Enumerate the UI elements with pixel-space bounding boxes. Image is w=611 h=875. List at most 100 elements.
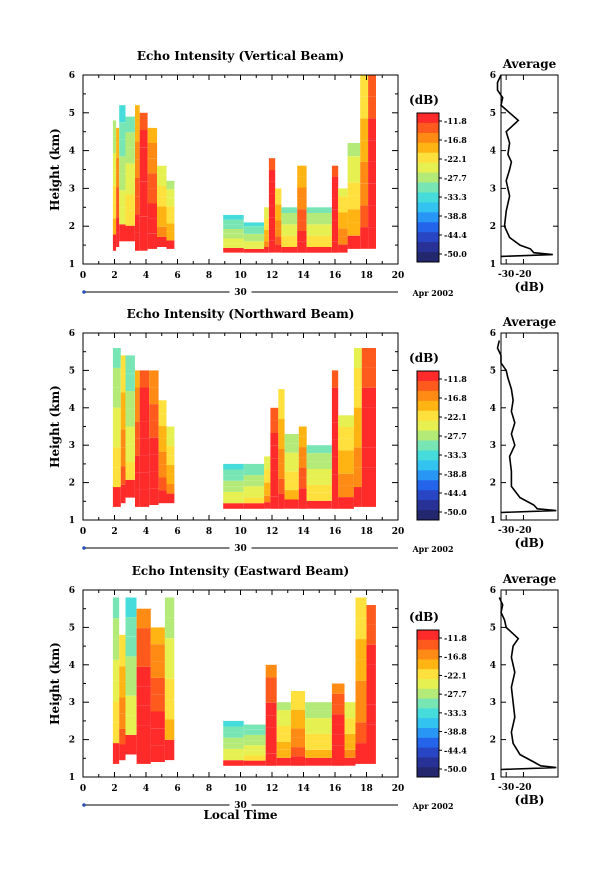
echo-cell [298, 457, 307, 468]
colorbar-swatch [417, 490, 439, 501]
colorbar-tick-label: -16.8 [444, 135, 467, 145]
echo-cell [360, 183, 369, 206]
colorbar-swatch [417, 410, 439, 422]
echo-cell [136, 725, 151, 745]
echo-cell [112, 348, 121, 368]
average-y-tick-label: 2 [490, 736, 496, 746]
colorbar-frame [416, 370, 440, 521]
y-tick-label: 5 [69, 366, 75, 376]
echo-cell [166, 493, 175, 504]
echo-cell [355, 701, 367, 723]
average-x-tick-label: -20 [515, 270, 531, 280]
echo-cell [223, 497, 244, 504]
echo-cell [344, 734, 356, 742]
echo-cell [158, 490, 167, 504]
echo-cell [139, 387, 150, 405]
echo-cell [157, 196, 167, 207]
echo-cell [135, 438, 140, 456]
echo-cell [150, 728, 165, 746]
average-y-tick-label: 1 [490, 516, 496, 526]
colorbar-swatch [417, 132, 439, 144]
echo-cell [265, 690, 277, 703]
x-tick-label: 0 [80, 271, 86, 281]
echo-heatmap [112, 597, 376, 766]
echo-cell [164, 597, 175, 618]
echo-cell [331, 439, 339, 457]
echo-cell [166, 455, 175, 465]
echo-cell [344, 726, 356, 734]
echo-cell [166, 180, 175, 190]
echo-cell [120, 392, 126, 411]
echo-cell [338, 462, 354, 474]
echo-cell [149, 370, 159, 388]
echo-cell [139, 455, 150, 473]
average-y-tick-label: 2 [490, 222, 496, 232]
echo-cell [331, 745, 345, 756]
echo-cell [119, 713, 126, 729]
echo-cell [149, 454, 159, 472]
colorbar-tick-label: -27.7 [444, 431, 467, 441]
colorbar-swatch [417, 510, 439, 521]
echo-cell [166, 197, 175, 207]
colorbar-swatch [417, 192, 439, 203]
echo-cell [116, 172, 120, 188]
colorbar-swatch [417, 212, 439, 223]
echo-cell [264, 247, 269, 253]
colorbar-swatch [417, 182, 439, 193]
echo-cell [164, 617, 175, 639]
x-tick-label: 18 [360, 784, 373, 794]
echo-cell [276, 726, 291, 734]
echo-cell [150, 694, 165, 712]
echo-cell [347, 196, 361, 210]
echo-cell [265, 702, 277, 716]
echo-cell [264, 218, 269, 225]
echo-cell [284, 452, 299, 463]
echo-cell [125, 715, 137, 735]
x-tick-label: 16 [329, 271, 342, 281]
echo-cell [275, 228, 282, 237]
echo-cell [223, 243, 244, 248]
date-marker-label: 30 [234, 288, 247, 298]
echo-cell [147, 233, 158, 249]
echo-cell [139, 199, 148, 217]
echo-cell [157, 186, 167, 197]
x-tick-label: 20 [392, 271, 405, 281]
echo-cell [331, 456, 339, 475]
echo-cell [305, 702, 332, 711]
echo-cell [243, 750, 266, 756]
echo-cell [166, 445, 175, 456]
x-tick-label: 8 [206, 784, 212, 794]
echo-cell [270, 433, 279, 446]
echo-cell [166, 426, 175, 437]
echo-cell [158, 464, 167, 478]
echo-cell [278, 404, 285, 420]
echo-cell [366, 744, 376, 764]
colorbar-swatch [417, 669, 439, 680]
x-tick-label: 4 [143, 784, 149, 794]
date-marker-label: 30 [234, 801, 247, 811]
colorbar-swatch [417, 639, 439, 651]
echo-cell [223, 486, 244, 492]
average-y-tick-label: 5 [490, 366, 496, 376]
echo-cell [147, 173, 158, 189]
echo-cell [298, 477, 307, 489]
echo-cell [166, 189, 175, 198]
y-tick-label: 5 [69, 623, 75, 633]
echo-cell [136, 744, 151, 764]
echo-cell [264, 469, 271, 476]
echo-cell [360, 161, 369, 184]
echo-cell [150, 745, 165, 762]
echo-cell [243, 729, 266, 735]
echo-cell [149, 437, 159, 455]
echo-cell [290, 756, 306, 766]
echo-cell [355, 639, 367, 660]
colorbar-tick-label: -38.8 [444, 727, 467, 737]
echo-cell [297, 198, 307, 210]
echo-cell [331, 422, 339, 440]
echo-cell [158, 477, 167, 491]
echo-cell [147, 218, 158, 234]
echo-cell [164, 678, 175, 700]
echo-cell [276, 710, 291, 718]
echo-cell [284, 462, 299, 472]
echo-cell [306, 492, 332, 501]
